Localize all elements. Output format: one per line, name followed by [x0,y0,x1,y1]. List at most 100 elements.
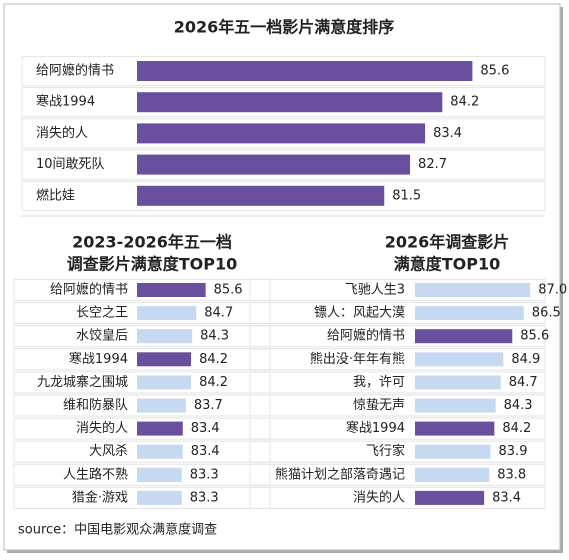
bar [137,185,385,206]
value-label: 83.4 [191,444,220,459]
category-label: 消失的人 [353,489,405,505]
category-label: 我，许可 [353,375,405,390]
row-box [13,302,271,325]
value-label: 83.9 [499,444,528,459]
bar [137,398,186,413]
category-label: 熊猫计划之部落奇遇记 [275,466,405,482]
bar [415,329,513,344]
value-label: 83.3 [190,490,219,505]
category-label: 飞行家 [366,443,405,459]
value-label: 82.7 [418,157,447,172]
category-label: 维和防暴队 [63,397,128,413]
category-label: 寒战1994 [69,351,128,367]
row-box [13,325,271,348]
bar [137,421,183,436]
bar [137,306,197,321]
row-box [13,463,271,486]
value-label: 84.3 [504,398,533,413]
category-label: 10间敢死队 [36,157,105,172]
bar [137,375,192,390]
row-box [249,302,546,325]
chart-title: 满意度TOP10 [394,255,501,274]
row-box [13,278,271,302]
value-label: 84.2 [450,95,479,110]
row-box [13,440,271,463]
category-label: 惊蛰无声 [353,398,405,413]
bar [415,375,501,390]
category-label: 人生路不熟 [63,466,128,482]
value-label: 85.6 [520,329,549,344]
category-label: 寒战1994 [346,420,405,436]
row-box [21,149,546,180]
row-box [249,440,546,463]
chart-title: 2023-2026年五一档 [72,233,232,252]
bar [415,352,504,367]
category-label: 给阿嬷的情书 [327,328,405,344]
value-label: 81.5 [392,188,421,203]
value-label: 83.4 [492,490,521,505]
category-label: 给阿嬷的情书 [50,282,128,298]
value-label: 83.8 [497,467,526,482]
value-label: 84.2 [199,352,228,367]
value-label: 84.7 [204,306,233,321]
value-label: 85.6 [480,64,509,79]
row-box [249,486,546,509]
row-box [13,348,271,371]
bar [415,306,524,321]
row-box [249,463,546,486]
value-label: 84.3 [200,329,229,344]
row-box [13,417,271,440]
value-label: 85.6 [214,283,243,298]
category-label: 燃比娃 [36,187,75,203]
value-label: 83.4 [433,126,462,141]
row-box [21,55,546,87]
row-box [249,325,546,348]
bar [415,467,490,482]
value-label: 83.4 [191,421,220,436]
bar [137,467,182,482]
bar [137,444,183,459]
value-label: 84.2 [199,375,228,390]
value-label: 87.0 [538,283,567,298]
category-label: 消失的人 [76,420,128,436]
category-label: 消失的人 [36,125,88,141]
category-label: 大风杀 [89,444,128,459]
category-label: 飞驰人生3 [345,283,405,298]
row-box [249,278,546,302]
category-label: 水饺皇后 [76,329,128,344]
bar [415,444,491,459]
bar [137,61,473,81]
category-label: 寒战1994 [36,94,95,110]
row-box [13,486,271,509]
bar [137,329,193,344]
value-label: 86.5 [532,306,561,321]
chart-title: 2026年调查影片 [385,233,510,252]
row-box [13,371,271,394]
row-box [21,87,546,118]
bar [137,352,192,367]
row-box [21,118,546,149]
value-label: 83.7 [194,398,223,413]
row-box [249,371,546,394]
bar [415,490,485,505]
chart-title: 2026年五一档影片满意度排序 [174,18,395,37]
bar [415,283,531,297]
row-box [13,394,271,417]
value-label: 84.2 [502,421,531,436]
bar [137,92,443,113]
source: source：中国电影观众满意度调查 [18,522,217,538]
category-label: 镖人：风起大漠 [314,305,405,321]
row-box [21,180,546,211]
row-box [249,417,546,440]
value-label: 84.9 [511,352,540,367]
bar [137,490,182,505]
bar [415,398,496,413]
bar [137,154,411,175]
value-label: 83.3 [190,467,219,482]
category-label: 九龙城寨之围城 [37,374,128,390]
row-box [249,394,546,417]
category-label: 熊出没·年年有熊 [310,351,405,367]
bar [137,283,206,297]
